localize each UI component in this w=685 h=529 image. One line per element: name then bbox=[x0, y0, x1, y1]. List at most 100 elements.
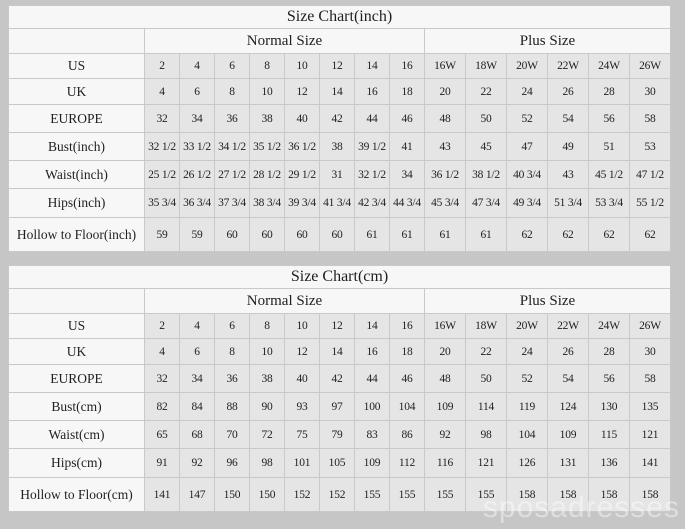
size-value-cell: 14 bbox=[319, 338, 355, 365]
size-value-cell: 36 1/2 bbox=[284, 132, 320, 161]
size-value-cell: 60 bbox=[284, 217, 320, 252]
size-value-cell: 47 bbox=[506, 132, 548, 161]
size-value-cell: 4 bbox=[144, 78, 180, 105]
size-value-cell: 59 bbox=[179, 217, 215, 252]
size-value-cell: 104 bbox=[389, 392, 425, 421]
size-value-cell: 40 bbox=[284, 364, 320, 393]
plus-size-header: Plus Size bbox=[424, 288, 671, 314]
size-value-cell: 52 bbox=[506, 104, 548, 133]
size-value-cell: 61 bbox=[354, 217, 390, 252]
size-value-cell: 10 bbox=[249, 78, 285, 105]
size-value-cell: 14 bbox=[319, 78, 355, 105]
size-value-cell: 52 bbox=[506, 364, 548, 393]
measurement-row: UK 4 6 8 10 12 14 16 18 20 22 24 26 28 30 bbox=[8, 78, 671, 105]
size-value-cell: 12 bbox=[319, 313, 355, 339]
size-table-cm: Size Chart(cm) Normal Size Plus Size US 2… bbox=[8, 265, 671, 512]
measurement-row: Bust(cm) 82 84 88 90 93 97 100 104 109 114 119 124 13… bbox=[8, 392, 671, 421]
normal-size-header: Normal Size bbox=[144, 288, 425, 314]
size-value-cell: 22 bbox=[465, 338, 507, 365]
size-value-cell: 38 1/2 bbox=[465, 160, 507, 189]
size-value-cell: 32 bbox=[144, 104, 180, 133]
size-value-cell: 27 1/2 bbox=[214, 160, 250, 189]
row-label: Waist(inch) bbox=[8, 160, 145, 189]
size-value-cell: 96 bbox=[214, 448, 250, 478]
size-value-cell: 109 bbox=[354, 448, 390, 478]
size-value-cell: 41 bbox=[389, 132, 425, 161]
size-value-cell: 47 3/4 bbox=[465, 188, 507, 218]
size-value-cell: 158 bbox=[506, 477, 548, 512]
size-value-cell: 150 bbox=[214, 477, 250, 512]
size-value-cell: 4 bbox=[179, 53, 215, 79]
size-value-cell: 42 bbox=[319, 364, 355, 393]
size-value-cell: 41 3/4 bbox=[319, 188, 355, 218]
size-value-cell: 62 bbox=[629, 217, 671, 252]
size-value-cell: 30 bbox=[629, 338, 671, 365]
size-value-cell: 116 bbox=[424, 448, 466, 478]
size-value-cell: 12 bbox=[319, 53, 355, 79]
size-value-cell: 124 bbox=[547, 392, 589, 421]
size-value-cell: 126 bbox=[506, 448, 548, 478]
size-value-cell: 38 bbox=[249, 364, 285, 393]
size-value-cell: 20W bbox=[506, 313, 548, 339]
size-value-cell: 6 bbox=[214, 313, 250, 339]
size-value-cell: 53 bbox=[629, 132, 671, 161]
size-value-cell: 72 bbox=[249, 420, 285, 449]
size-value-cell: 22W bbox=[547, 53, 589, 79]
size-value-cell: 115 bbox=[588, 420, 630, 449]
size-value-cell: 16 bbox=[389, 53, 425, 79]
measurement-row: Bust(inch) 32 1/2 33 1/2 34 1/2 35 1/2 36 1/2… bbox=[8, 132, 671, 161]
size-value-cell: 46 bbox=[389, 364, 425, 393]
measurement-row: US 2 4 6 8 10 12 14 16 16W 18W 20W 22W 24W 26W bbox=[8, 53, 671, 79]
size-value-cell: 38 3/4 bbox=[249, 188, 285, 218]
size-value-cell: 60 bbox=[214, 217, 250, 252]
measurement-row: EUROPE 32 34 36 38 40 42 44 46 48 50 52 54 56 58 bbox=[8, 104, 671, 133]
row-label: Hollow to Floor(cm) bbox=[8, 477, 145, 512]
size-value-cell: 38 bbox=[319, 132, 355, 161]
size-value-cell: 61 bbox=[389, 217, 425, 252]
size-value-cell: 121 bbox=[465, 448, 507, 478]
size-value-cell: 39 3/4 bbox=[284, 188, 320, 218]
size-value-cell: 155 bbox=[424, 477, 466, 512]
size-value-cell: 58 bbox=[629, 364, 671, 393]
size-value-cell: 25 1/2 bbox=[144, 160, 180, 189]
size-value-cell: 59 bbox=[144, 217, 180, 252]
size-value-cell: 97 bbox=[319, 392, 355, 421]
measurement-row: Waist(cm) 65 68 70 72 75 79 83 86 92 98 104 109 115 12… bbox=[8, 420, 671, 449]
size-value-cell: 6 bbox=[214, 53, 250, 79]
size-value-cell: 20W bbox=[506, 53, 548, 79]
row-label: Hips(inch) bbox=[8, 188, 145, 218]
row-label: UK bbox=[8, 338, 145, 365]
row-label: EUROPE bbox=[8, 104, 145, 133]
size-value-cell: 36 3/4 bbox=[179, 188, 215, 218]
size-value-cell: 130 bbox=[588, 392, 630, 421]
size-value-cell: 18 bbox=[389, 78, 425, 105]
size-value-cell: 54 bbox=[547, 364, 589, 393]
size-value-cell: 86 bbox=[389, 420, 425, 449]
size-value-cell: 4 bbox=[144, 338, 180, 365]
measurement-row: Hollow to Floor(inch) 59 59 60 60 60 60 61 61 61 6… bbox=[8, 217, 671, 252]
size-value-cell: 35 3/4 bbox=[144, 188, 180, 218]
size-value-cell: 82 bbox=[144, 392, 180, 421]
size-value-cell: 28 bbox=[588, 78, 630, 105]
size-value-cell: 46 bbox=[389, 104, 425, 133]
normal-size-header: Normal Size bbox=[144, 28, 425, 54]
size-value-cell: 22W bbox=[547, 313, 589, 339]
size-value-cell: 30 bbox=[629, 78, 671, 105]
size-value-cell: 40 3/4 bbox=[506, 160, 548, 189]
size-value-cell: 136 bbox=[588, 448, 630, 478]
table-title-row: Size Chart(inch) bbox=[8, 5, 671, 29]
row-label: UK bbox=[8, 78, 145, 105]
size-value-cell: 104 bbox=[506, 420, 548, 449]
size-value-cell: 10 bbox=[284, 313, 320, 339]
size-value-cell: 20 bbox=[424, 78, 466, 105]
size-value-cell: 155 bbox=[389, 477, 425, 512]
size-table-inch: Size Chart(inch) Normal Size Plus Size U… bbox=[8, 5, 671, 252]
size-value-cell: 56 bbox=[588, 364, 630, 393]
plus-size-header: Plus Size bbox=[424, 28, 671, 54]
size-value-cell: 2 bbox=[144, 53, 180, 79]
table-title: Size Chart(cm) bbox=[8, 265, 671, 289]
size-value-cell: 83 bbox=[354, 420, 390, 449]
size-value-cell: 53 3/4 bbox=[588, 188, 630, 218]
size-value-cell: 16 bbox=[354, 338, 390, 365]
